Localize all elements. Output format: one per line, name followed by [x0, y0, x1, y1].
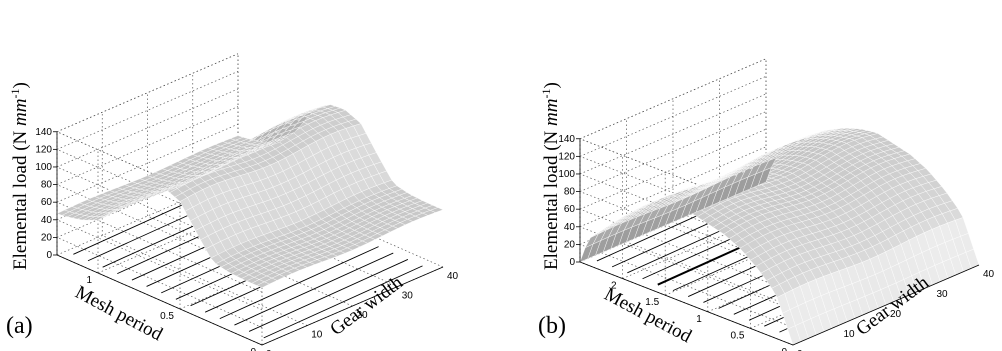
gridline-z: [56, 88, 239, 168]
panel-a: 02040608010012014000.51010203040 Element…: [6, 53, 459, 351]
panel-a-z-axis-label: Elemental load (N mm-1): [8, 82, 31, 270]
y-axis-line: [579, 261, 794, 346]
z-tick-label: 80: [564, 187, 576, 198]
z-tick-label: 120: [558, 151, 575, 162]
contour-line: [219, 246, 379, 320]
x-tick-label: 30: [402, 291, 414, 302]
z-tick-label: 40: [41, 215, 53, 226]
x-tick-label: 10: [844, 329, 856, 340]
z-tick-label: 0: [569, 257, 575, 268]
x-tick-label: 40: [447, 271, 459, 282]
x-tick-label: 0: [797, 349, 803, 351]
panel-b-label: (b): [538, 313, 566, 339]
panel-a-surface: [56, 104, 444, 289]
panel-a-tick-labels: 02040608010012014000.51010203040: [35, 127, 458, 351]
gridline-z: [579, 146, 767, 228]
x-tick-label: 0: [266, 349, 272, 351]
panel-a-axes: [53, 131, 444, 346]
z-tick-label: 100: [558, 169, 575, 180]
gridline-z: [56, 201, 263, 293]
x-tick-label: 10: [311, 330, 323, 341]
gridline-z: [56, 123, 239, 203]
y-tick-label: 1.5: [645, 297, 659, 308]
gridline-x: [102, 235, 308, 326]
z-tick-label: 80: [41, 180, 53, 191]
z-tick-label: 20: [564, 239, 576, 250]
panel-a-x-axis-label: Gear width: [326, 272, 407, 340]
z-tick-label: 140: [35, 127, 52, 138]
panel-b-surface: [579, 128, 980, 346]
panel-b-z-axis-label: Elemental load (N mm-1): [539, 82, 562, 270]
gridline-x: [147, 215, 353, 307]
z-tick-label: 120: [35, 144, 52, 155]
y-tick-label: 1: [86, 275, 92, 286]
y-tick-label: 0: [250, 347, 256, 351]
x-tick-label: 30: [937, 289, 949, 300]
x-axis-line: [261, 266, 444, 346]
x-axis-line: [792, 264, 980, 346]
z-tick-label: 0: [46, 250, 52, 261]
panel-a-y-axis-label: Mesh period: [72, 282, 167, 346]
gridline-z: [56, 237, 263, 328]
gridline-z: [579, 76, 767, 157]
gridline-z: [56, 71, 239, 150]
y-tick-label: 1: [696, 314, 702, 325]
x-tick-label: 20: [890, 309, 902, 320]
panel-a-label: (a): [6, 313, 33, 339]
x-tick-label: 40: [983, 269, 995, 280]
surface-patch: [429, 207, 444, 213]
contour-line: [248, 259, 409, 332]
y-tick-label: 0.5: [160, 311, 174, 322]
box-edge: [579, 58, 767, 140]
panel-b-tick-labels: 02040608010012014000.511.52010203040: [558, 134, 994, 351]
y-tick-label: 0.5: [730, 330, 744, 341]
panel-b-y-axis-label: Mesh period: [601, 284, 696, 348]
contour-line: [263, 265, 423, 339]
y-axis-line: [56, 254, 263, 346]
z-tick-label: 40: [564, 222, 576, 233]
z-tick-label: 60: [564, 204, 576, 215]
gridline-z: [56, 106, 239, 185]
gridline-z: [579, 111, 767, 192]
z-tick-label: 20: [41, 232, 53, 243]
z-tick-label: 60: [41, 197, 53, 208]
y-tick-label: 0: [781, 347, 787, 351]
box-edge: [56, 53, 239, 133]
panel-b: 02040608010012014000.511.52010203040 Ele…: [538, 58, 995, 351]
gridline-z: [56, 219, 263, 311]
gridline-z: [56, 53, 239, 133]
contour-line: [234, 252, 394, 326]
y-tick-label: 2: [611, 281, 617, 292]
x-tick-label: 20: [357, 310, 369, 321]
z-tick-label: 100: [35, 162, 52, 173]
z-tick-label: 140: [558, 134, 575, 145]
panel-b-axes: [576, 138, 980, 346]
gridline-x: [192, 196, 398, 287]
gridline-x: [237, 176, 444, 268]
